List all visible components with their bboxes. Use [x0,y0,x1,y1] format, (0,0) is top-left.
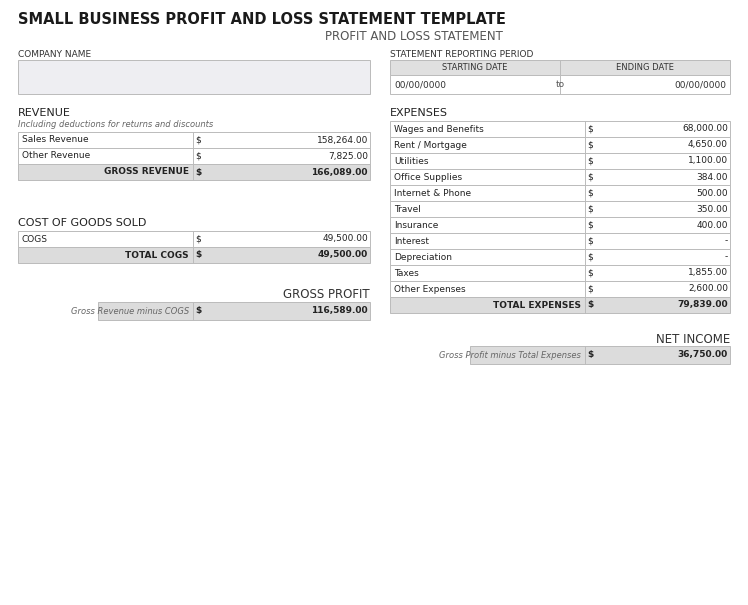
Text: Travel: Travel [394,204,421,214]
Text: Insurance: Insurance [394,220,438,229]
Bar [98,302,370,320]
Bar [18,148,370,164]
Text: 00/00/0000: 00/00/0000 [394,80,446,89]
Bar [18,231,370,247]
Bar [390,217,730,233]
Text: $: $ [587,269,592,278]
Bar [390,75,730,94]
Bar [390,249,730,265]
Text: $: $ [587,350,593,359]
Text: ENDING DATE: ENDING DATE [616,63,674,72]
Text: Including deductions for returns and discounts: Including deductions for returns and dis… [18,120,213,129]
Text: COMPANY NAME: COMPANY NAME [18,50,91,59]
Bar [390,169,730,185]
Text: $: $ [587,301,593,310]
Bar [18,132,370,148]
Bar [390,121,730,137]
Bar [390,60,730,75]
Bar [18,60,370,94]
Bar [390,265,730,281]
Text: Gross Profit minus Total Expenses: Gross Profit minus Total Expenses [439,350,581,359]
Text: Sales Revenue: Sales Revenue [22,136,88,145]
Text: Taxes: Taxes [394,269,419,278]
Text: Rent / Mortgage: Rent / Mortgage [394,140,467,149]
Text: $: $ [587,220,592,229]
Text: $: $ [587,204,592,214]
Text: $: $ [587,172,592,182]
Text: $: $ [587,284,592,293]
Text: 1,855.00: 1,855.00 [688,269,728,278]
Bar [390,297,730,313]
Text: SMALL BUSINESS PROFIT AND LOSS STATEMENT TEMPLATE: SMALL BUSINESS PROFIT AND LOSS STATEMENT… [18,12,506,27]
Text: 49,500.00: 49,500.00 [322,235,368,243]
Bar [390,185,730,201]
Text: Internet & Phone: Internet & Phone [394,189,471,197]
Text: Depreciation: Depreciation [394,252,452,261]
Text: STATEMENT REPORTING PERIOD: STATEMENT REPORTING PERIOD [390,50,533,59]
Text: $: $ [195,151,200,160]
Text: 7,825.00: 7,825.00 [328,151,368,160]
Text: 00/00/0000: 00/00/0000 [674,80,726,89]
Text: 166,089.00: 166,089.00 [311,168,368,177]
Text: GROSS PROFIT: GROSS PROFIT [283,288,370,301]
Text: $: $ [195,168,201,177]
Text: 2,600.00: 2,600.00 [688,284,728,293]
Text: to: to [556,80,565,89]
Text: 384.00: 384.00 [696,172,728,182]
Text: Other Revenue: Other Revenue [22,151,91,160]
Text: Wages and Benefits: Wages and Benefits [394,125,484,134]
Text: Other Expenses: Other Expenses [394,284,465,293]
Text: TOTAL COGS: TOTAL COGS [126,250,189,260]
Bar [18,164,370,180]
Bar [390,137,730,153]
Text: Gross Revenue minus COGS: Gross Revenue minus COGS [71,307,189,315]
Text: $: $ [587,125,592,134]
Bar [390,233,730,249]
Text: NET INCOME: NET INCOME [656,333,730,346]
Text: REVENUE: REVENUE [18,108,71,118]
Text: $: $ [587,189,592,197]
Text: $: $ [195,235,200,243]
Text: $: $ [587,140,592,149]
Text: $: $ [195,307,201,315]
Text: 158,264.00: 158,264.00 [316,136,368,145]
Bar [470,346,730,364]
Text: 36,750.00: 36,750.00 [678,350,728,359]
Text: $: $ [587,237,592,246]
Text: $: $ [195,250,201,260]
Bar [390,201,730,217]
Text: 116,589.00: 116,589.00 [311,307,368,315]
Text: 1,100.00: 1,100.00 [688,157,728,166]
Bar [18,247,370,263]
Bar [390,153,730,169]
Text: 350.00: 350.00 [696,204,728,214]
Text: TOTAL EXPENSES: TOTAL EXPENSES [493,301,581,310]
Text: EXPENSES: EXPENSES [390,108,448,118]
Text: 68,000.00: 68,000.00 [682,125,728,134]
Text: Office Supplies: Office Supplies [394,172,462,182]
Text: 4,650.00: 4,650.00 [688,140,728,149]
Bar [390,281,730,297]
Text: Interest: Interest [394,237,429,246]
Text: -: - [725,252,728,261]
Text: Utilities: Utilities [394,157,429,166]
Text: 79,839.00: 79,839.00 [678,301,728,310]
Text: 500.00: 500.00 [696,189,728,197]
Text: $: $ [587,157,592,166]
Text: GROSS REVENUE: GROSS REVENUE [104,168,189,177]
Text: PROFIT AND LOSS STATEMENT: PROFIT AND LOSS STATEMENT [325,30,503,43]
Text: 400.00: 400.00 [696,220,728,229]
Text: $: $ [195,136,200,145]
Text: COGS: COGS [22,235,48,243]
Text: 49,500.00: 49,500.00 [318,250,368,260]
Text: -: - [725,237,728,246]
Text: $: $ [587,252,592,261]
Text: STARTING DATE: STARTING DATE [442,63,508,72]
Text: COST OF GOODS SOLD: COST OF GOODS SOLD [18,218,147,228]
